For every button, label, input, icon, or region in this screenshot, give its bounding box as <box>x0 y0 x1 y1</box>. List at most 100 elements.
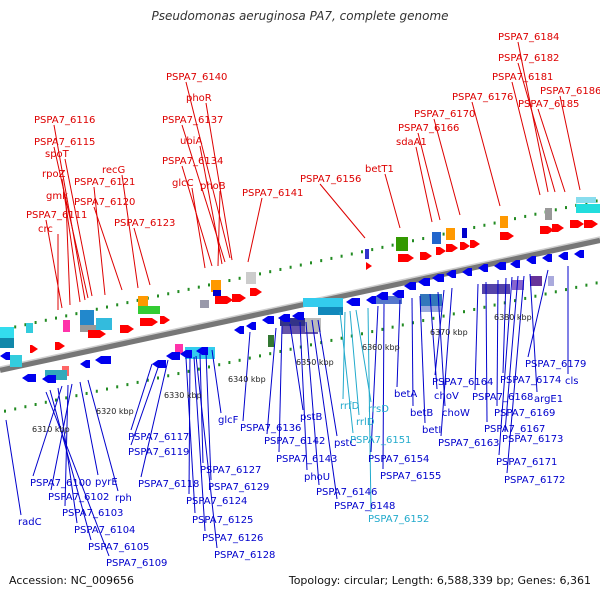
gene-label-pspa7-6169[interactable]: PSPA7_6169 <box>494 408 555 419</box>
gene-label-pspa7-6152[interactable]: PSPA7_6152 <box>368 514 429 525</box>
gene-label-pspa7-6128[interactable]: PSPA7_6128 <box>214 550 275 561</box>
gene-label-rrfd[interactable]: rrfD <box>340 401 360 412</box>
gene-label-pspa7-6174[interactable]: PSPA7_6174 <box>500 375 561 386</box>
gene-label-pspa7-6102[interactable]: PSPA7_6102 <box>48 492 109 503</box>
gene-label-pspa7-6125[interactable]: PSPA7_6125 <box>192 515 253 526</box>
tick-mark <box>136 298 139 302</box>
forward-arrow <box>366 262 372 270</box>
gene-label-betb[interactable]: betB <box>410 408 433 419</box>
gene-label-pspa7-6185[interactable]: PSPA7_6185 <box>518 99 579 110</box>
gene-label-pspa7-6172[interactable]: PSPA7_6172 <box>504 475 565 486</box>
gene-label-pstb[interactable]: pstB <box>300 412 322 423</box>
gene-label-radc[interactable]: radC <box>18 517 42 528</box>
gene-label-pspa7-6115[interactable]: PSPA7_6115 <box>34 137 95 148</box>
gene-label-gmk[interactable]: gmk <box>46 191 68 202</box>
gene-label-pspa7-6119[interactable]: PSPA7_6119 <box>128 447 189 458</box>
gene-label-glcc[interactable]: glcC <box>172 178 194 189</box>
gene-label-pspa7-6171[interactable]: PSPA7_6171 <box>496 457 557 468</box>
gene-label-pspa7-6154[interactable]: PSPA7_6154 <box>368 454 429 465</box>
gene-label-pspa7-6148[interactable]: PSPA7_6148 <box>334 501 395 512</box>
tick-mark <box>330 256 333 260</box>
gene-label-pspa7-6151[interactable]: PSPA7_6151 <box>350 435 411 446</box>
gene-label-phob[interactable]: phoB <box>200 181 226 192</box>
gene-label-pspa7-6181[interactable]: PSPA7_6181 <box>492 72 553 83</box>
gene-label-pspa7-6170[interactable]: PSPA7_6170 <box>414 109 475 120</box>
gene-label-glcf[interactable]: glcF <box>218 415 239 426</box>
gene-label-pspa7-6136[interactable]: PSPA7_6136 <box>240 423 301 434</box>
gene-label-phor[interactable]: phoR <box>186 93 212 104</box>
gene-label-pspa7-6111[interactable]: PSPA7_6111 <box>26 210 87 221</box>
gene-label-pspa7-6184[interactable]: PSPA7_6184 <box>498 32 559 43</box>
gene-label-cls[interactable]: cls <box>565 376 579 387</box>
gene-label-pspa7-6103[interactable]: PSPA7_6103 <box>62 508 123 519</box>
gene-label-beti[interactable]: betI <box>422 425 441 436</box>
gene-label-rpoz[interactable]: rpoZ <box>42 169 66 180</box>
gene-label-pspa7-6186[interactable]: PSPA7_6186 <box>540 86 600 97</box>
gene-label-pspa7-6182[interactable]: PSPA7_6182 <box>498 53 559 64</box>
gene-label-pspa7-6179[interactable]: PSPA7_6179 <box>525 359 586 370</box>
leader-line <box>87 379 119 492</box>
gene-label-pspa7-6104[interactable]: PSPA7_6104 <box>74 525 135 536</box>
gene-label-crc[interactable]: crc <box>38 224 53 235</box>
gene-label-pspa7-6163[interactable]: PSPA7_6163 <box>438 438 499 449</box>
gene-label-pspa7-6126[interactable]: PSPA7_6126 <box>202 533 263 544</box>
gene-block <box>26 323 33 333</box>
gene-label-rph[interactable]: rph <box>115 493 132 504</box>
gene-label-pspa7-6143[interactable]: PSPA7_6143 <box>276 454 337 465</box>
gene-label-chov[interactable]: choV <box>434 391 459 402</box>
gene-label-pspa7-6100[interactable]: PSPA7_6100 <box>30 478 91 489</box>
gene-label-rrsd[interactable]: rrsD <box>368 404 389 415</box>
gene-label-ubia[interactable]: ubiA <box>180 136 202 147</box>
tick-mark <box>238 358 241 362</box>
gene-label-bett1[interactable]: betT1 <box>365 164 394 175</box>
leader-line <box>278 325 283 453</box>
gene-label-pspa7-6141[interactable]: PSPA7_6141 <box>242 188 303 199</box>
gene-label-phou[interactable]: phoU <box>304 472 330 483</box>
gene-label-pspa7-6168[interactable]: PSPA7_6168 <box>472 392 533 403</box>
gene-label-pspa7-6121[interactable]: PSPA7_6121 <box>74 177 135 188</box>
gene-label-pspa7-6146[interactable]: PSPA7_6146 <box>316 487 377 498</box>
tick-mark <box>177 290 180 294</box>
gene-label-pyre[interactable]: pyrE <box>95 477 118 488</box>
gene-label-recg[interactable]: recG <box>102 165 125 176</box>
gene-label-pspa7-6134[interactable]: PSPA7_6134 <box>162 156 223 167</box>
gene-label-pspa7-6109[interactable]: PSPA7_6109 <box>106 558 167 569</box>
gene-label-pspa7-6117[interactable]: PSPA7_6117 <box>128 432 189 443</box>
gene-label-beta[interactable]: betA <box>394 389 417 400</box>
gene-label-rrld[interactable]: rrlD <box>356 417 375 428</box>
tick-mark <box>44 318 47 322</box>
gene-label-pspa7-6166[interactable]: PSPA7_6166 <box>398 123 459 134</box>
reverse-arrow <box>278 314 290 322</box>
gene-label-pspa7-6156[interactable]: PSPA7_6156 <box>300 174 361 185</box>
gene-label-pspa7-6176[interactable]: PSPA7_6176 <box>452 92 513 103</box>
gene-label-pspa7-6167[interactable]: PSPA7_6167 <box>484 424 545 435</box>
gene-label-pspa7-6129[interactable]: PSPA7_6129 <box>208 482 269 493</box>
gene-label-pspa7-6118[interactable]: PSPA7_6118 <box>138 479 199 490</box>
gene-label-pspa7-6142[interactable]: PSPA7_6142 <box>264 436 325 447</box>
gene-label-pspa7-6105[interactable]: PSPA7_6105 <box>88 542 149 553</box>
tick-mark <box>146 378 149 382</box>
gene-label-sdaa1[interactable]: sdaA1 <box>396 137 427 148</box>
gene-label-pspa7-6123[interactable]: PSPA7_6123 <box>114 218 175 229</box>
tick-mark <box>350 252 353 256</box>
gene-label-pspa7-6120[interactable]: PSPA7_6120 <box>74 197 135 208</box>
gene-label-pspa7-6127[interactable]: PSPA7_6127 <box>200 465 261 476</box>
gene-label-pspa7-6140[interactable]: PSPA7_6140 <box>166 72 227 83</box>
leader-line <box>45 391 110 557</box>
gene-label-pspa7-6173[interactable]: PSPA7_6173 <box>502 434 563 445</box>
gene-label-pspa7-6116[interactable]: PSPA7_6116 <box>34 115 95 126</box>
gene-label-pspa7-6155[interactable]: PSPA7_6155 <box>380 471 441 482</box>
gene-label-arge1[interactable]: argE1 <box>534 394 563 405</box>
gene-label-spot[interactable]: spoT <box>45 149 70 160</box>
leader-line <box>130 363 153 431</box>
gene-label-pspa7-6124[interactable]: PSPA7_6124 <box>186 496 247 507</box>
gene-label-pspa7-6137[interactable]: PSPA7_6137 <box>162 115 223 126</box>
gene-label-pstc[interactable]: pstC <box>334 438 356 449</box>
gene-label-pspa7-6164[interactable]: PSPA7_6164 <box>432 377 493 388</box>
reverse-arrow <box>526 256 536 264</box>
forward-arrow <box>420 252 432 260</box>
gene-block <box>420 294 442 306</box>
gene-label-chow[interactable]: choW <box>442 408 470 419</box>
leader-line <box>396 299 401 388</box>
tick-mark <box>34 403 37 407</box>
